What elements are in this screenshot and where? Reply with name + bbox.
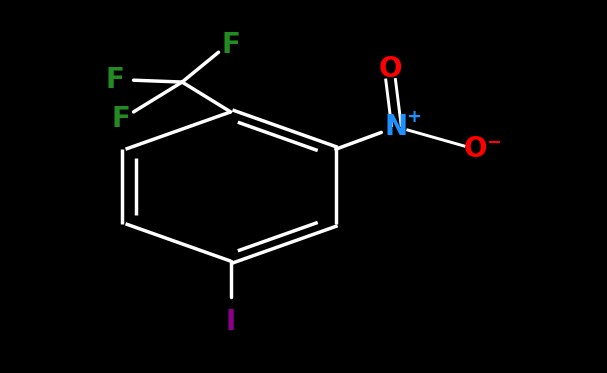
Text: O: O [464,135,487,163]
Text: F: F [112,105,131,134]
Text: O: O [379,55,402,83]
Text: +: + [406,109,421,126]
Text: F: F [221,31,240,59]
Text: I: I [226,308,236,336]
Text: N: N [385,113,408,141]
Text: F: F [106,66,125,94]
Text: −: − [486,134,501,151]
